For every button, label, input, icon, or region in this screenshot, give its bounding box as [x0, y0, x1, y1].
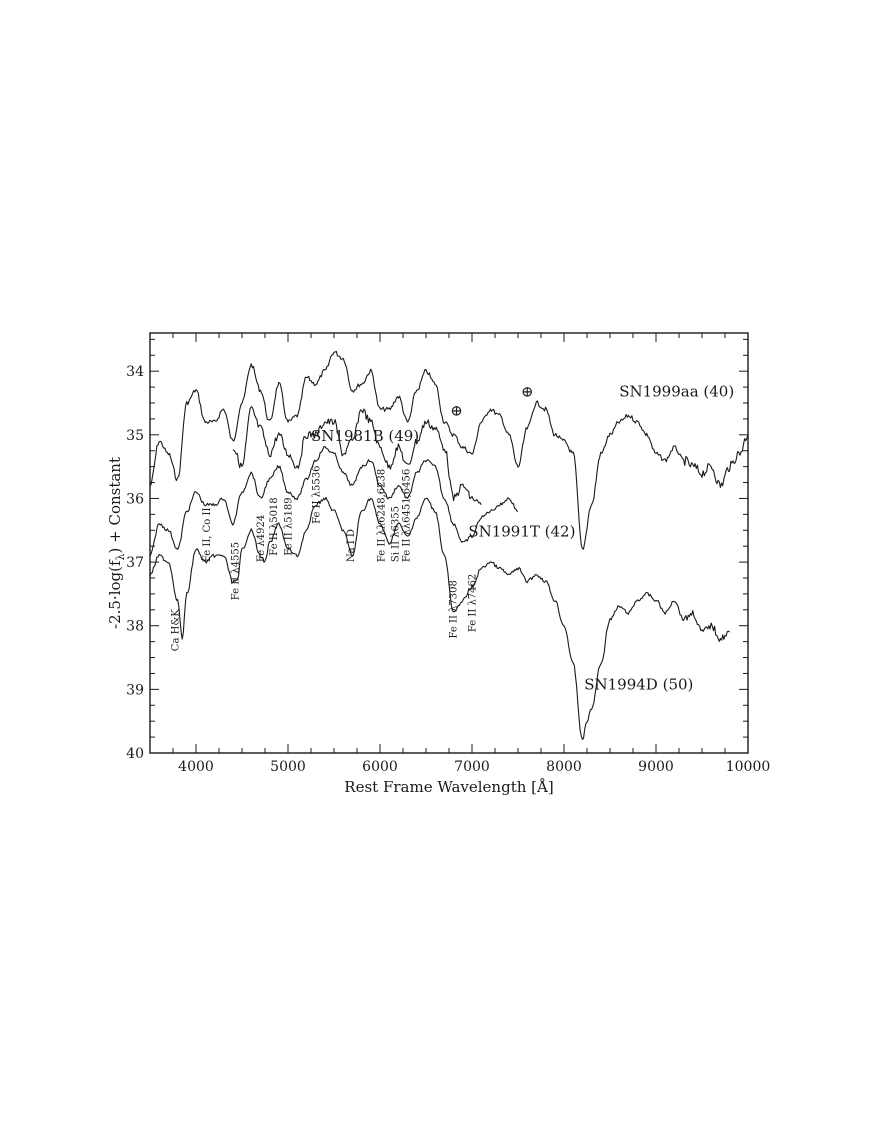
x-tick-label: 9000: [638, 759, 674, 775]
y-tick-label: 38: [126, 619, 144, 635]
y-tick-label: 36: [126, 491, 144, 507]
series-label: SN1994D (50): [584, 675, 693, 693]
x-tick-label: 4000: [178, 759, 214, 775]
line-id-label: Fe II λ7308: [448, 580, 459, 638]
y-tick-label: 35: [126, 428, 144, 444]
y-tick-label: 34: [126, 364, 144, 380]
line-id-label: Ca H&K: [171, 609, 182, 651]
series-label: SN1999aa (40): [619, 383, 734, 401]
line-id-label: Fe II λ5018: [269, 497, 280, 555]
line-id-label: Fe II, Co II: [202, 508, 213, 563]
line-id-label: Si II λ6355: [390, 506, 401, 562]
spectrum-line: [149, 350, 749, 550]
line-id-label: Fe II λ5189: [284, 497, 295, 555]
line-id-label: Fe II λλ6451,6456: [401, 469, 412, 562]
spectra-series: [149, 350, 749, 740]
y-axis-title-prefix: -2.5·log(f: [106, 559, 124, 629]
x-tick-label: 10000: [726, 759, 771, 775]
series-label: SN1991T (42): [468, 523, 575, 541]
telluric-marker: ⊕: [521, 383, 534, 401]
line-id-label: Fe II λλ6248,6238: [377, 469, 388, 562]
y-axis-title-subscript: λ: [114, 553, 127, 560]
x-tick-label: 5000: [270, 759, 306, 775]
line-id-label: Fe II λ7462: [468, 574, 479, 632]
series-labels: SN1999aa (40) SN1981B (49) SN1991T (42) SN1…: [311, 383, 734, 694]
y-tick-label: 40: [126, 746, 144, 762]
y-axis-title-suffix: ) + Constant: [106, 457, 124, 553]
spectrum-line: [149, 496, 730, 740]
y-tick-label: 39: [126, 682, 144, 698]
telluric-marker: ⊕: [450, 402, 463, 420]
y-tick-label: 37: [126, 555, 144, 571]
x-axis-title: Rest Frame Wavelength [Å]: [344, 778, 553, 796]
line-id-label: Na I D: [346, 529, 357, 562]
line-id-label: Fe II λ4555: [230, 542, 241, 600]
line-id-label: Fe II λ5536: [311, 466, 322, 524]
spectrum-line: [149, 445, 519, 557]
x-tick-label: 6000: [362, 759, 398, 775]
y-axis-title: -2.5·log(fλ) + Constant: [106, 457, 127, 629]
telluric-markers: ⊕⊕: [450, 383, 533, 420]
x-tick-label: 7000: [454, 759, 490, 775]
series-label: SN1981B (49): [311, 427, 419, 445]
spectrum-line: [232, 406, 482, 506]
axis-ticks: [149, 333, 749, 754]
x-tick-label: 8000: [546, 759, 582, 775]
line-id-label: Fe λ4924: [256, 515, 267, 562]
axis-tick-labels: 4000 5000 6000 7000 8000 9000 10000 34 35 36 37 38 3…: [126, 364, 770, 775]
